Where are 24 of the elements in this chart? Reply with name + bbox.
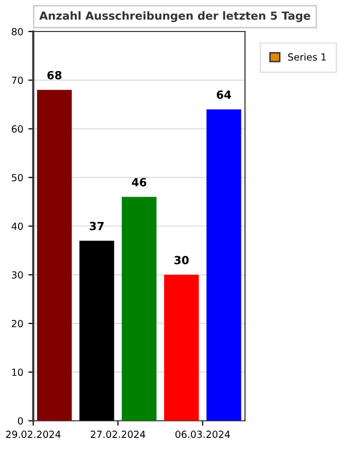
bar [37, 90, 72, 421]
chart-title: Anzahl Ausschreibungen der letzten 5 Tage [39, 11, 310, 22]
y-tick-label: 20 [12, 320, 23, 328]
bar [122, 196, 156, 421]
x-tick-label: 29.02.2024 [6, 430, 61, 438]
y-tick-label: 50 [12, 174, 23, 182]
y-tick-label: 10 [12, 368, 23, 376]
bar [206, 109, 242, 421]
y-tick-label: 30 [12, 271, 23, 279]
bar [164, 274, 199, 421]
data-label: 64 [216, 90, 232, 99]
bar [79, 240, 114, 421]
y-tick-label: 70 [12, 76, 23, 84]
y-tick-label: 60 [12, 125, 23, 133]
y-tick-label: 40 [12, 222, 23, 230]
y-tick-label: 0 [18, 417, 23, 425]
x-tick-label: 27.02.2024 [90, 430, 146, 438]
text: Series 1 [288, 53, 326, 61]
data-label: 30 [174, 256, 189, 264]
y-tick-label: 80 [12, 28, 23, 36]
data-label: 68 [47, 70, 62, 80]
data-label: 46 [132, 178, 146, 186]
x-tick-label: 06.03.2024 [175, 430, 230, 438]
data-label: 37 [90, 222, 104, 230]
